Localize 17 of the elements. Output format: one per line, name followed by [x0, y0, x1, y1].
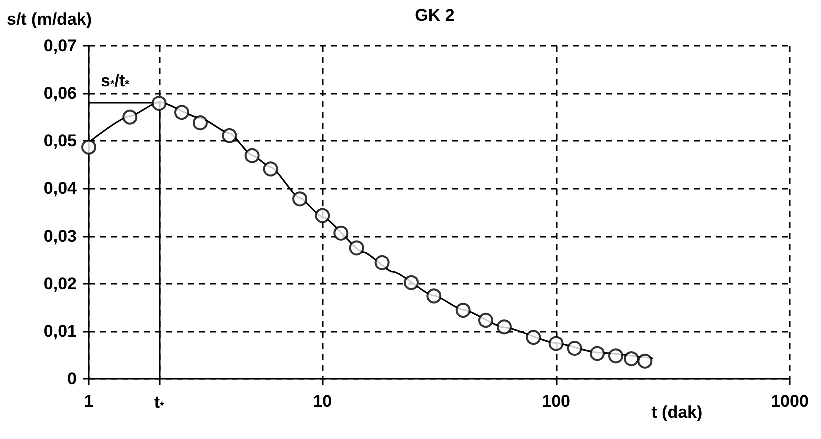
x-tick-label: 10: [313, 392, 332, 411]
y-tick-label: 0,02: [44, 274, 77, 294]
x-tick-label: t*: [154, 393, 166, 412]
y-tick-label: 0,06: [44, 84, 77, 104]
ref-line-label: s*/t*: [101, 72, 130, 92]
y-tick-label: 0: [68, 370, 77, 388]
y-axis-title: s/t (m/dak): [7, 10, 92, 29]
y-tick-label: 0,03: [44, 226, 77, 246]
y-tick-label: 0,07: [44, 36, 77, 56]
x-axis-title: t (dak): [652, 403, 703, 422]
y-tick-label: 0,01: [44, 322, 77, 341]
x-tick-label: 100: [542, 392, 571, 411]
x-tick-label: 1000: [771, 392, 809, 411]
y-tick-label: 0,05: [44, 132, 77, 151]
chart-title: GK 2: [415, 6, 455, 25]
y-tick-label: 0,04: [44, 179, 78, 198]
x-tick-label: 1: [84, 392, 94, 411]
